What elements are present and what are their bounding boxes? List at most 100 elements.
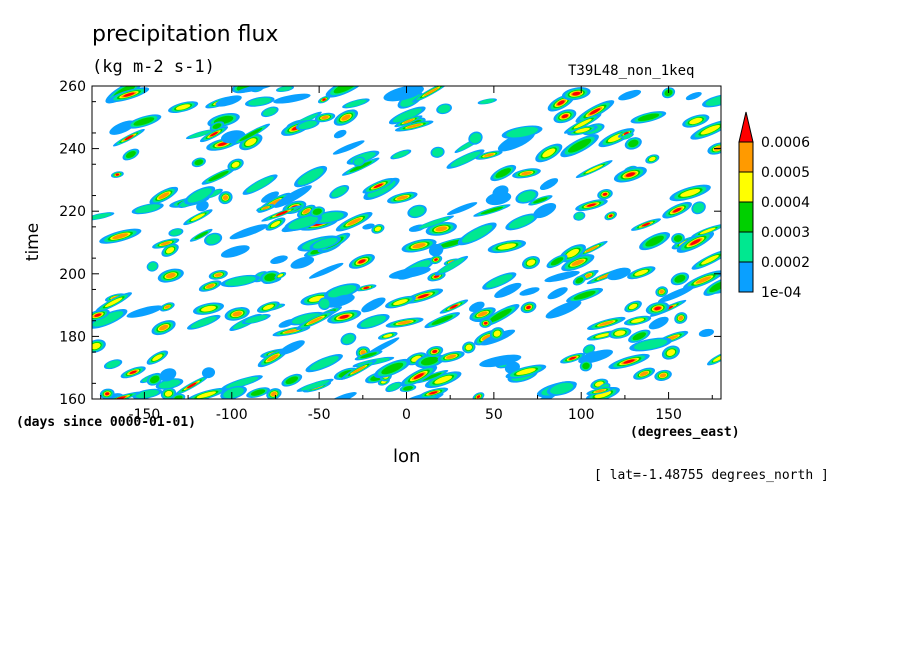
precip-contour <box>607 267 631 281</box>
precip-contour <box>674 274 686 283</box>
precip-contour <box>701 255 719 265</box>
precip-cell <box>520 301 537 314</box>
precip-cell <box>544 270 580 283</box>
precip-cell <box>221 375 263 391</box>
precip-contour <box>557 100 565 106</box>
precip-cell <box>333 129 347 139</box>
precip-cell <box>371 224 385 234</box>
precip-contour <box>582 362 590 370</box>
precip-contour <box>693 202 705 213</box>
precip-contour <box>403 118 414 124</box>
precip-cell <box>608 327 632 339</box>
precip-cell <box>191 157 206 168</box>
precip-contour <box>129 370 137 374</box>
precip-contour <box>319 298 330 309</box>
precip-contour <box>267 354 279 362</box>
precip-cell <box>99 228 142 244</box>
precip-contour <box>374 226 382 232</box>
precip-cell <box>487 239 527 254</box>
precip-contour <box>208 170 229 182</box>
precip-cell <box>698 328 714 337</box>
precip-cell <box>490 164 517 182</box>
precip-cell <box>578 349 614 364</box>
precip-contour <box>229 224 269 240</box>
precip-cell <box>546 254 568 269</box>
precip-cell <box>573 211 586 221</box>
precip-cell <box>401 238 437 253</box>
precip-cell <box>702 93 721 108</box>
precip-contour <box>567 138 592 153</box>
precip-contour <box>659 289 665 294</box>
precip-contour <box>347 217 362 226</box>
precip-contour <box>188 130 212 139</box>
precip-contour <box>285 376 299 385</box>
precip-cell <box>414 215 455 231</box>
precip-contour <box>434 258 438 261</box>
x-tick-label: 0 <box>402 407 411 423</box>
precip-cell <box>325 294 355 308</box>
precip-contour <box>519 287 540 296</box>
precip-contour <box>112 233 129 240</box>
precip-cell <box>99 388 115 399</box>
precip-contour <box>438 104 451 113</box>
precip-contour <box>300 380 330 391</box>
precip-contour <box>360 352 377 359</box>
precip-cell <box>477 98 497 105</box>
precip-field <box>92 86 721 399</box>
precip-cell <box>168 101 199 114</box>
precip-cell <box>482 272 517 290</box>
precip-contour <box>521 171 532 176</box>
precip-cell <box>553 109 577 124</box>
units-label: (kg m-2 s-1) <box>92 57 215 77</box>
precip-cell <box>335 211 373 232</box>
precip-contour <box>237 86 276 93</box>
precip-cell <box>670 272 690 286</box>
precip-cell <box>329 184 350 199</box>
precip-cell <box>654 369 672 381</box>
precip-contour <box>469 132 482 144</box>
precip-contour <box>666 349 676 356</box>
precip-cell <box>103 359 123 370</box>
x-tick-label: 100 <box>568 407 595 423</box>
precip-contour <box>194 231 209 240</box>
colorbar-label: 0.0002 <box>761 255 810 271</box>
precip-cell <box>92 339 106 353</box>
precip-cell <box>691 224 721 238</box>
precip-contour <box>569 356 577 360</box>
precip-contour <box>175 104 191 110</box>
precip-contour <box>158 324 169 331</box>
precip-contour <box>383 86 424 102</box>
precip-cell <box>560 352 586 364</box>
precip-contour <box>158 192 170 199</box>
precip-contour <box>270 220 281 228</box>
precip-cell <box>546 381 577 396</box>
precip-contour <box>418 217 450 229</box>
precip-contour <box>190 213 205 222</box>
colorbar-box <box>738 231 754 263</box>
precip-contour <box>506 126 539 138</box>
colorbar-label: 0.0003 <box>761 225 810 241</box>
precip-contour <box>685 92 702 101</box>
y-tick-label: 180 <box>59 329 86 345</box>
precip-contour <box>215 95 242 107</box>
precip-contour <box>594 389 606 393</box>
precip-cell <box>317 95 331 104</box>
precip-cell <box>208 270 228 280</box>
precip-cell <box>539 178 559 191</box>
precip-contour <box>645 235 664 247</box>
precip-contour <box>698 328 714 337</box>
precip-contour <box>190 316 217 329</box>
precip-cell <box>201 367 216 379</box>
precip-cell <box>424 312 461 329</box>
precip-cell <box>340 332 357 346</box>
precip-cell <box>585 387 620 399</box>
precip-cell <box>284 214 323 232</box>
precip-cell <box>428 243 444 257</box>
y-units-label: (days since 0000-01-01) <box>16 415 197 430</box>
precip-cell <box>583 351 597 359</box>
precip-contour <box>434 375 453 384</box>
precip-contour <box>639 371 649 377</box>
precip-cell <box>479 318 493 328</box>
precip-contour <box>493 330 501 337</box>
precip-contour <box>586 203 597 207</box>
